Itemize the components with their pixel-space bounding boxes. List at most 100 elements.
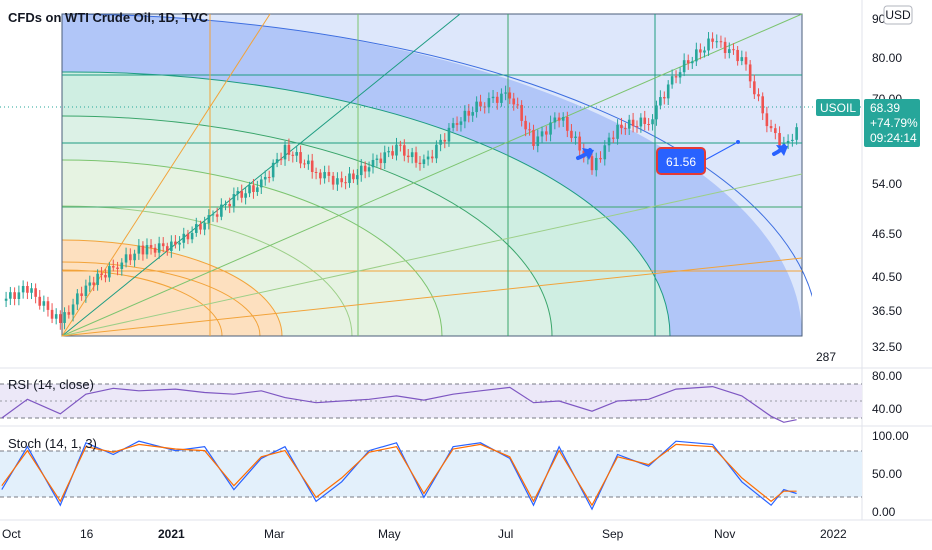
candle xyxy=(92,276,96,292)
candle xyxy=(96,269,99,291)
candle xyxy=(256,180,259,196)
candle xyxy=(451,117,455,132)
gann-square-drawing[interactable] xyxy=(61,13,818,337)
candle xyxy=(275,152,279,168)
candle xyxy=(508,87,512,105)
candle xyxy=(186,229,190,245)
candle xyxy=(418,156,422,171)
candle xyxy=(182,227,186,249)
candle xyxy=(303,159,306,169)
candle xyxy=(403,139,406,162)
candle xyxy=(42,295,46,312)
candle xyxy=(194,217,198,237)
candle xyxy=(124,247,128,268)
candle xyxy=(707,32,710,56)
candle xyxy=(765,106,769,133)
candle xyxy=(215,207,219,223)
candle xyxy=(199,220,202,235)
candle xyxy=(240,184,244,203)
candle xyxy=(566,111,569,138)
candle xyxy=(769,119,773,132)
candle xyxy=(363,161,367,179)
candle xyxy=(532,124,535,150)
candle xyxy=(666,80,670,106)
price-axis[interactable]: 90.00 80.00 70.00 54.00 46.50 40.50 36.5… xyxy=(872,12,902,354)
candle xyxy=(263,170,267,186)
candle xyxy=(67,305,71,319)
candle xyxy=(719,35,723,48)
candle xyxy=(471,107,475,122)
candle xyxy=(331,171,335,190)
arrow-up-icon xyxy=(772,144,788,156)
candle xyxy=(224,200,227,211)
candle xyxy=(116,261,119,276)
candle xyxy=(447,123,451,147)
candle xyxy=(463,105,467,129)
candle xyxy=(612,130,615,143)
candle xyxy=(104,269,107,283)
time-tick: Nov xyxy=(714,527,735,541)
price-tick: 80.00 xyxy=(872,51,902,65)
candle xyxy=(38,290,42,310)
candle xyxy=(703,46,706,58)
candle xyxy=(236,187,240,201)
candle xyxy=(244,187,247,205)
currency-button[interactable] xyxy=(883,5,913,25)
candle xyxy=(348,166,351,188)
candle xyxy=(319,169,322,185)
candle xyxy=(133,249,136,267)
candle xyxy=(443,133,447,149)
candle xyxy=(524,115,527,137)
candle xyxy=(620,117,623,135)
last-price: 68.39 xyxy=(870,101,900,115)
candle xyxy=(165,242,169,256)
candle xyxy=(678,67,682,84)
candle xyxy=(111,259,115,272)
candle xyxy=(267,170,271,183)
time-tick: 2022 xyxy=(820,527,847,541)
candle xyxy=(553,112,557,130)
candle xyxy=(682,53,686,77)
candle xyxy=(670,69,674,89)
candle xyxy=(528,122,531,136)
time-axis[interactable]: Oct 16 2021 Mar May Jul Sep Nov 2022 xyxy=(2,527,847,541)
candle xyxy=(536,129,540,153)
candle xyxy=(100,266,103,281)
candle xyxy=(161,237,165,253)
candle xyxy=(248,181,251,198)
candle xyxy=(736,46,739,66)
candle xyxy=(310,153,314,179)
candle xyxy=(643,110,647,131)
candle xyxy=(359,159,363,182)
symbol-badge xyxy=(816,99,860,116)
candle xyxy=(599,151,602,163)
time-tick: Mar xyxy=(264,527,285,541)
candle xyxy=(516,97,519,109)
candle xyxy=(727,42,731,59)
candle xyxy=(744,51,748,71)
price-tick: 46.50 xyxy=(872,227,902,241)
candle xyxy=(757,88,760,102)
candle xyxy=(512,92,516,111)
candle xyxy=(699,43,702,60)
candle xyxy=(495,91,499,110)
candle xyxy=(594,152,598,177)
stoch-tick: 0.00 xyxy=(872,505,896,519)
rsi-series xyxy=(1,385,797,423)
candle xyxy=(570,124,573,142)
candle xyxy=(46,296,50,317)
candle xyxy=(291,151,295,163)
annotation-label[interactable] xyxy=(656,147,706,175)
candle xyxy=(232,187,236,213)
candle xyxy=(639,113,643,133)
candle xyxy=(690,56,694,69)
candle xyxy=(795,123,798,145)
candle xyxy=(662,91,666,105)
candle xyxy=(71,298,75,322)
candle xyxy=(439,134,442,152)
candle xyxy=(590,151,594,175)
candle xyxy=(190,226,194,244)
candle xyxy=(487,92,491,114)
candle xyxy=(753,74,756,99)
